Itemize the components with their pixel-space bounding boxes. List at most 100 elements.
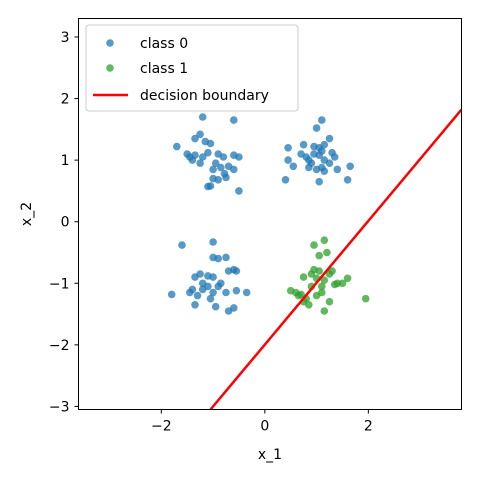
point-class-0-37 xyxy=(320,140,329,149)
point-class-0-17 xyxy=(217,163,225,172)
point-class-0-76 xyxy=(193,291,202,300)
point-class-0-6 xyxy=(173,142,181,151)
point-class-0-57 xyxy=(325,159,334,167)
x-axis-ticks: −2 0 2 xyxy=(151,409,373,435)
point-class-0-28 xyxy=(209,165,217,174)
legend-box xyxy=(85,24,299,112)
point-class-1-2 xyxy=(315,251,324,260)
point-class-0-66 xyxy=(224,267,233,275)
legend-marker-class-1 xyxy=(106,64,114,72)
y-tick-label: −1 xyxy=(49,276,70,292)
point-class-0-55 xyxy=(343,176,352,184)
point-class-0-41 xyxy=(315,151,324,159)
x-tick-label: 2 xyxy=(364,419,373,435)
point-class-1-26 xyxy=(361,294,370,303)
point-class-0-26 xyxy=(196,159,204,167)
point-class-0-69 xyxy=(191,273,199,281)
point-class-1-5 xyxy=(315,267,324,275)
point-class-0-4 xyxy=(206,139,215,148)
point-class-0-54 xyxy=(315,177,324,186)
point-class-0-88 xyxy=(198,285,207,294)
x-tick-label: 0 xyxy=(260,419,269,435)
point-class-1-3 xyxy=(323,248,331,257)
point-class-0-83 xyxy=(206,294,215,303)
point-class-0-1 xyxy=(196,130,204,139)
point-class-1-15 xyxy=(330,280,339,289)
point-class-0-32 xyxy=(325,134,334,143)
point-class-0-87 xyxy=(230,304,238,312)
point-class-0-67 xyxy=(232,267,241,275)
point-class-0-85 xyxy=(211,302,220,311)
point-class-0-0 xyxy=(198,113,207,121)
point-class-0-29 xyxy=(220,169,229,178)
y-tick-label: 2 xyxy=(61,92,70,108)
point-class-0-45 xyxy=(330,153,339,161)
point-class-0-63 xyxy=(214,254,222,263)
y-axis-label: x_2 xyxy=(19,202,35,226)
point-class-1-8 xyxy=(328,267,336,275)
point-class-0-53 xyxy=(281,176,290,184)
point-class-0-47 xyxy=(289,162,298,171)
point-class-0-31 xyxy=(318,116,326,124)
point-class-0-82 xyxy=(167,290,176,299)
x-axis-label: x_1 xyxy=(258,447,282,463)
point-class-1-29 xyxy=(297,290,305,299)
point-class-1-25 xyxy=(305,301,313,309)
legend-marker-class-0 xyxy=(106,39,114,47)
point-class-1-27 xyxy=(320,307,329,315)
point-class-0-71 xyxy=(209,273,217,281)
point-class-1-11 xyxy=(320,276,329,285)
point-class-0-89 xyxy=(214,282,222,291)
point-class-0-2 xyxy=(191,134,199,143)
y-tick-label: −3 xyxy=(49,399,70,415)
point-class-0-64 xyxy=(222,253,230,262)
point-class-1-6 xyxy=(307,270,316,278)
point-class-0-5 xyxy=(230,116,238,124)
point-class-0-25 xyxy=(235,187,243,195)
point-class-0-15 xyxy=(235,153,243,161)
point-class-0-9 xyxy=(198,153,207,161)
point-class-0-34 xyxy=(284,144,292,152)
plot-marks xyxy=(167,108,462,410)
point-class-1-28 xyxy=(312,291,321,300)
point-class-0-51 xyxy=(333,165,342,174)
point-class-1-9 xyxy=(299,273,308,281)
legend-label-class-0: class 0 xyxy=(140,36,188,52)
point-class-1-17 xyxy=(318,282,326,291)
y-tick-label: 1 xyxy=(61,153,70,169)
point-class-0-13 xyxy=(219,153,228,161)
point-class-0-77 xyxy=(209,288,217,297)
x-tick-label: −2 xyxy=(151,419,172,435)
legend-label-class-1: class 1 xyxy=(140,61,188,77)
y-tick-label: −2 xyxy=(49,338,70,354)
y-axis-ticks: −3 −2 −1 0 1 2 3 xyxy=(49,30,79,415)
point-class-0-58 xyxy=(307,159,316,167)
point-class-1-1 xyxy=(310,241,318,249)
point-class-0-11 xyxy=(204,148,212,157)
point-class-0-80 xyxy=(186,288,194,297)
point-class-0-27 xyxy=(186,153,194,161)
point-class-1-24 xyxy=(325,297,334,306)
point-class-0-21 xyxy=(214,176,222,184)
point-class-0-52 xyxy=(346,162,355,171)
point-class-0-33 xyxy=(299,140,308,149)
point-class-1-0 xyxy=(320,236,329,244)
point-class-1-14 xyxy=(343,274,352,283)
point-class-0-84 xyxy=(191,301,199,309)
point-class-0-79 xyxy=(232,286,241,295)
y-tick-label: 0 xyxy=(61,215,70,231)
point-class-0-61 xyxy=(209,238,217,246)
point-class-0-81 xyxy=(242,288,251,297)
point-class-0-78 xyxy=(222,288,230,297)
point-class-0-46 xyxy=(284,156,292,164)
point-class-0-30 xyxy=(312,124,321,132)
point-class-0-24 xyxy=(204,182,212,191)
axes-frame xyxy=(78,18,462,410)
point-class-1-13 xyxy=(338,279,347,288)
point-class-0-59 xyxy=(297,150,305,158)
point-class-0-60 xyxy=(178,241,186,249)
point-class-0-56 xyxy=(318,163,326,172)
legend-label-decision-boundary: decision boundary xyxy=(140,88,269,104)
point-class-0-16 xyxy=(211,159,220,167)
